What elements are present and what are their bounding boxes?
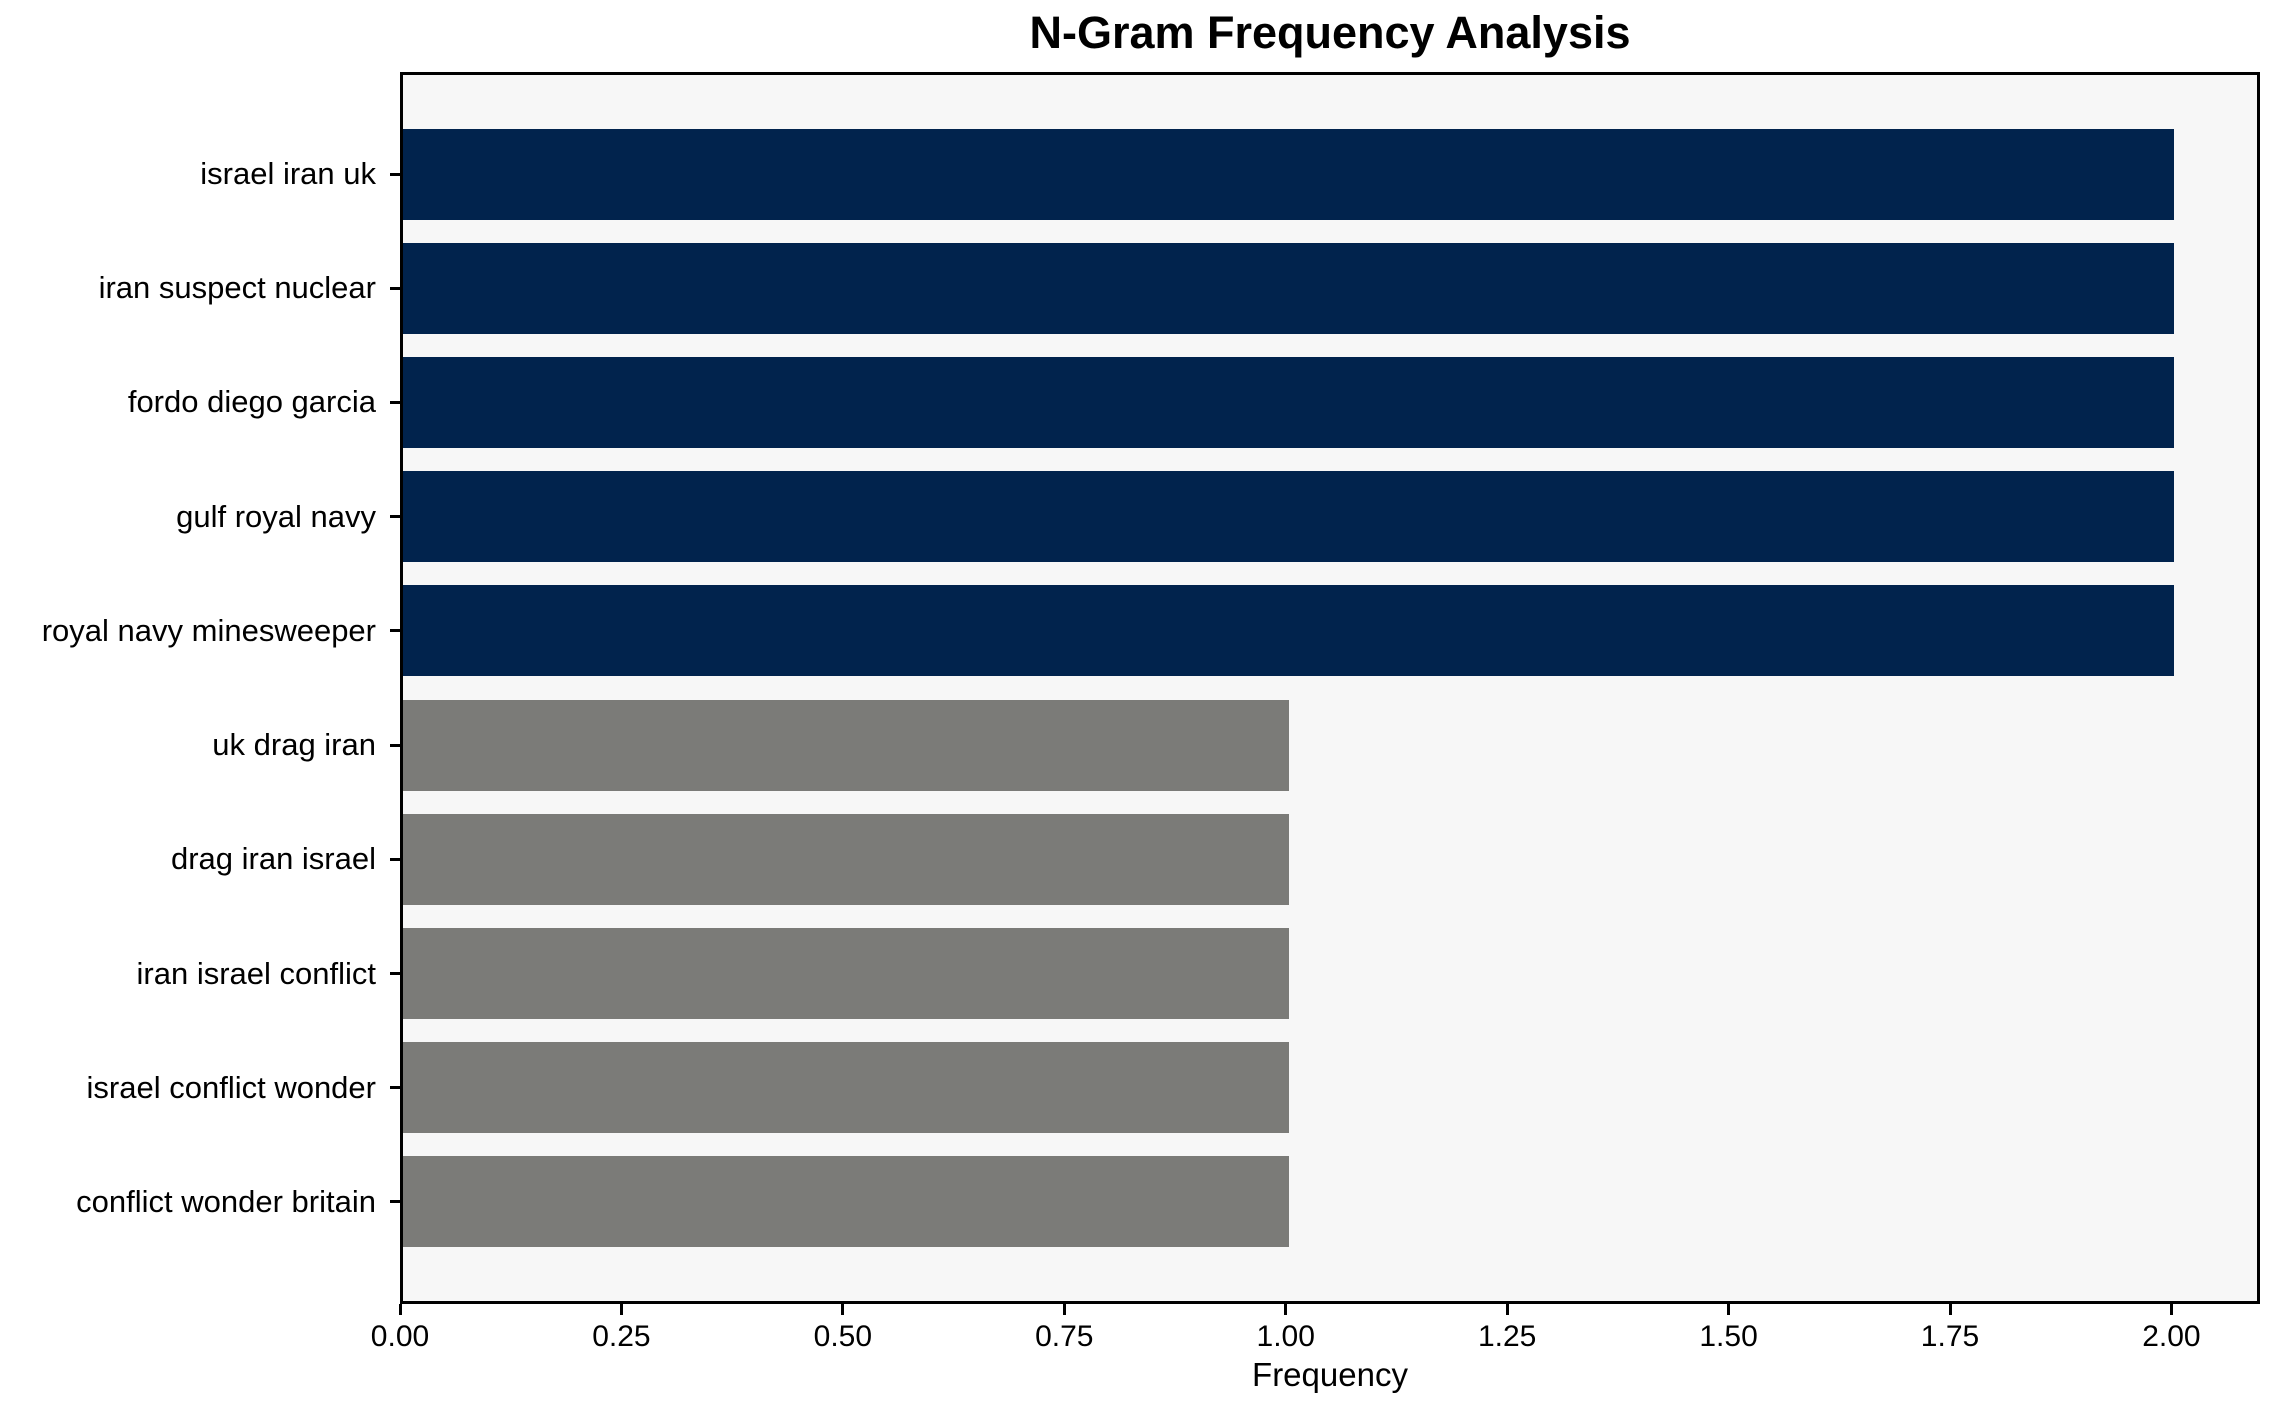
y-tick-label: iran suspect nuclear	[98, 270, 376, 306]
y-tick-label: gulf royal navy	[176, 498, 376, 534]
bar	[403, 813, 1289, 905]
x-tick-label: 1.75	[1920, 1320, 1980, 1353]
x-tick-mark	[1727, 1304, 1731, 1315]
x-tick-mark	[619, 1304, 623, 1315]
y-tick-mark	[390, 1200, 400, 1204]
y-tick-mark	[390, 1086, 400, 1090]
y-tick-label: drag iran israel	[170, 841, 376, 877]
x-tick-label: 0.50	[813, 1320, 873, 1353]
bar	[403, 585, 2175, 677]
y-tick-label: conflict wonder britain	[76, 1183, 376, 1219]
bar	[403, 1156, 1289, 1248]
y-tick-label: israel conflict wonder	[86, 1069, 376, 1105]
x-tick-label: 0.75	[1035, 1320, 1094, 1353]
x-tick-label: 0.00	[370, 1320, 430, 1353]
bar	[403, 471, 2175, 563]
y-tick-label: iran israel conflict	[136, 955, 376, 991]
x-tick-mark	[398, 1304, 402, 1315]
plot-area	[400, 72, 2260, 1304]
x-tick-mark	[2169, 1304, 2173, 1315]
y-tick-label: fordo diego garcia	[127, 384, 376, 420]
y-tick-mark	[390, 629, 400, 633]
y-tick-mark	[390, 515, 400, 519]
x-tick-mark	[1505, 1304, 1509, 1315]
bar	[403, 242, 2175, 334]
x-axis: 0.00 0.25 0.50 0.75 1.00 1.25 1.50 1.75 2.00	[371, 1304, 2260, 1384]
x-tick-label: 1.25	[1477, 1320, 1537, 1353]
bar	[403, 128, 2175, 220]
y-tick-label: royal navy minesweeper	[41, 612, 376, 648]
y-tick-mark	[390, 857, 400, 861]
x-tick-mark	[1284, 1304, 1288, 1315]
y-tick-mark	[390, 743, 400, 747]
x-tick-label: 0.25	[592, 1320, 651, 1353]
x-tick-mark	[1948, 1304, 1952, 1315]
x-axis-label: Frequency	[1252, 1356, 1408, 1393]
bar	[403, 928, 1289, 1020]
chart-title: N-Gram Frequency Analysis	[1029, 7, 1631, 58]
y-axis: israel iran uk iran suspect nuclear fordo …	[0, 72, 400, 1304]
bar	[403, 1042, 1289, 1134]
y-tick-label: israel iran uk	[200, 156, 376, 191]
y-tick-mark	[390, 400, 400, 404]
x-tick-label: 2.00	[2142, 1320, 2201, 1353]
bar	[403, 699, 1289, 791]
y-tick-mark	[390, 972, 400, 976]
y-tick-mark	[390, 172, 400, 176]
y-tick-label: uk drag iran	[212, 727, 376, 763]
x-tick-mark	[1062, 1304, 1066, 1315]
x-tick-mark	[841, 1304, 845, 1315]
x-tick-label: 1.00	[1256, 1320, 1315, 1353]
y-tick-mark	[390, 286, 400, 290]
bar	[403, 356, 2175, 448]
x-tick-label: 1.50	[1699, 1320, 1758, 1353]
